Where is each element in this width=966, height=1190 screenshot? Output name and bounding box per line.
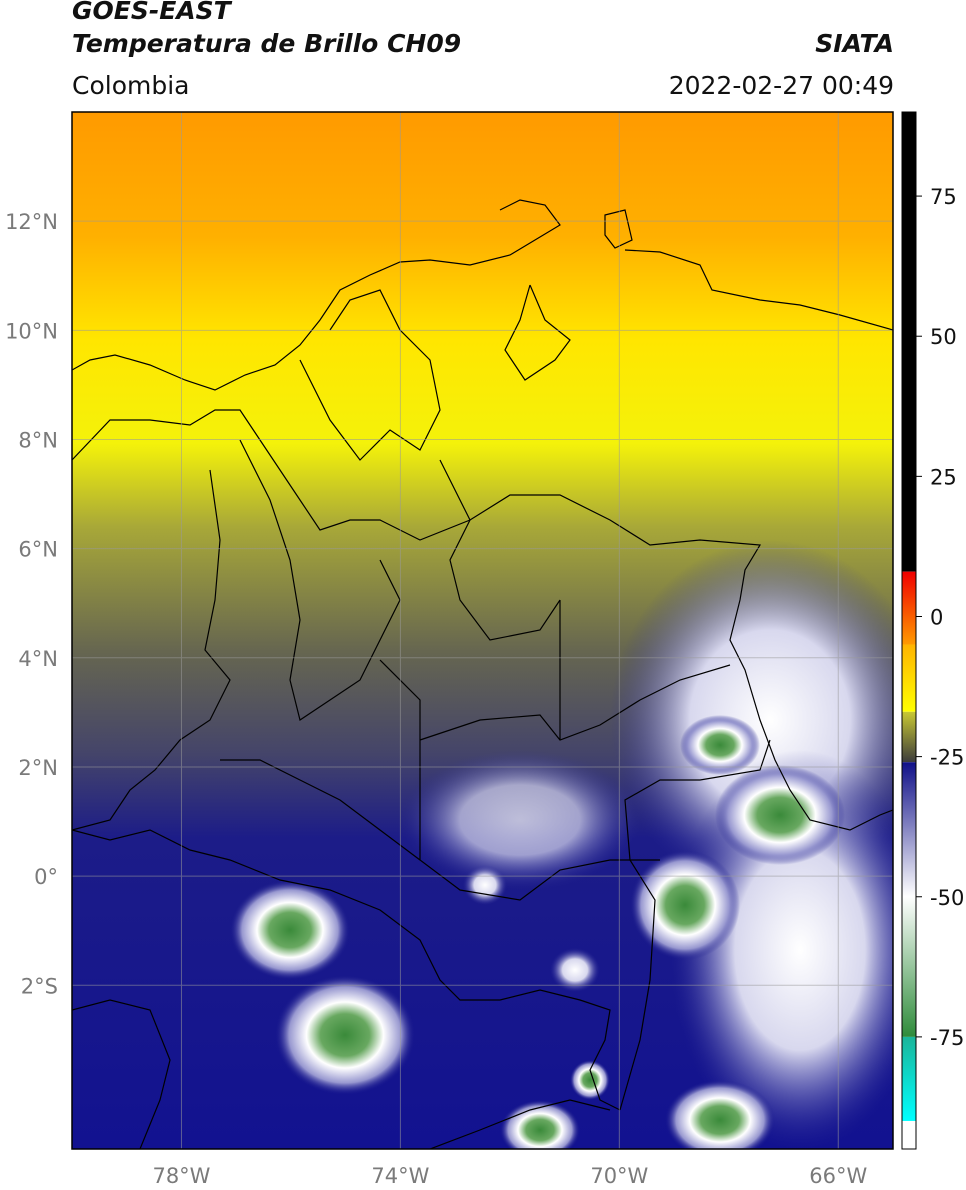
latitude-tick-label: 4°N bbox=[18, 647, 58, 671]
latitude-tick-labels: 12°N 10°N 8°N 6°N 4°N 2°N 0° 2°S bbox=[5, 210, 58, 998]
latitude-tick-label: 6°N bbox=[18, 538, 58, 562]
colorbar-segment bbox=[902, 762, 916, 897]
colorbar-tick-label: -25 bbox=[930, 746, 964, 770]
brightness-temperature-field bbox=[72, 112, 893, 1149]
colorbar-segment bbox=[902, 896, 916, 1037]
colorbar-tick-label: -75 bbox=[930, 1026, 964, 1050]
latitude-tick-label: 8°N bbox=[18, 428, 58, 452]
map-frame bbox=[71, 111, 894, 1150]
colorbar-tick-label: 75 bbox=[930, 185, 957, 209]
longitude-tick-label: 66°W bbox=[809, 1164, 867, 1188]
coastlines-and-borders bbox=[72, 199, 893, 1149]
longitude-tick-labels: 78°W 74°W 70°W 66°W bbox=[152, 1164, 867, 1188]
colorbar-tick-label: 50 bbox=[930, 325, 957, 349]
colorbar-tick-label: 0 bbox=[930, 605, 943, 629]
latitude-tick-label: 2°N bbox=[18, 756, 58, 780]
colorbar-tick-label: 25 bbox=[930, 465, 957, 489]
region-label: Colombia bbox=[72, 71, 190, 100]
product-title-line2: Temperatura de Brillo CH09 bbox=[72, 29, 462, 58]
timestamp-label: 2022-02-27 00:49 bbox=[668, 71, 894, 100]
colorbar: 75 50 25 0 -25 -50 -75 bbox=[901, 111, 964, 1150]
colorbar-tick-label: -50 bbox=[930, 886, 964, 910]
latitude-tick-label: 2°S bbox=[21, 974, 58, 998]
colorbar-segment bbox=[902, 711, 916, 763]
colorbar-segment bbox=[902, 1036, 916, 1121]
longitude-tick-label: 70°W bbox=[590, 1164, 648, 1188]
longitude-tick-label: 78°W bbox=[152, 1164, 210, 1188]
longitude-tick-label: 74°W bbox=[371, 1164, 429, 1188]
colorbar-segment bbox=[902, 112, 916, 572]
graticule bbox=[72, 112, 893, 1149]
colorbar-frame bbox=[901, 111, 917, 1150]
latitude-tick-label: 0° bbox=[34, 865, 58, 889]
latitude-tick-label: 12°N bbox=[5, 210, 58, 234]
colorbar-segment bbox=[902, 571, 916, 645]
brand-label: SIATA bbox=[815, 29, 894, 58]
latitude-tick-label: 10°N bbox=[5, 319, 58, 343]
product-title-line1: GOES-EAST bbox=[72, 0, 231, 25]
colorbar-segment bbox=[902, 644, 916, 712]
colorbar-segment bbox=[902, 1120, 916, 1149]
